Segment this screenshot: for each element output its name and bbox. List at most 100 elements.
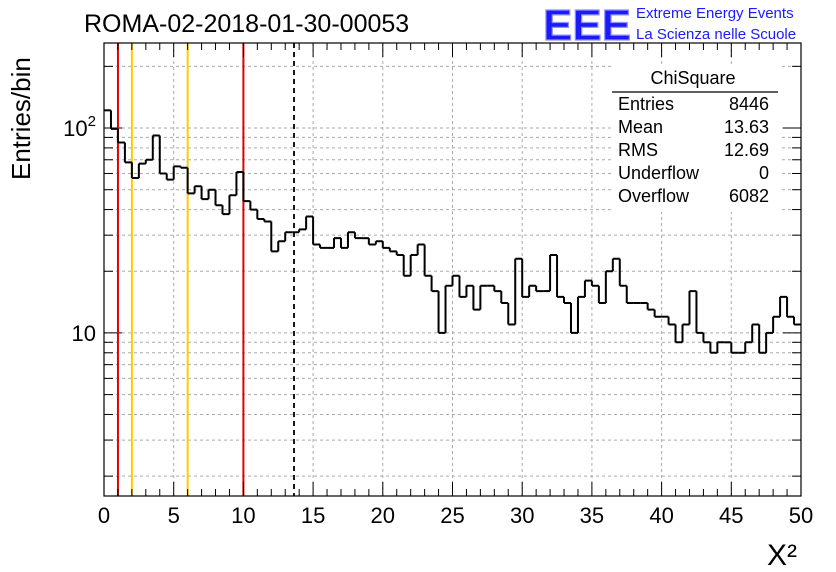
- histogram-bin: [786, 296, 795, 318]
- histogram-bin: [158, 135, 167, 175]
- x-tick-label: 0: [98, 503, 110, 528]
- stats-row-label: Entries: [618, 94, 674, 114]
- histogram-bin: [618, 258, 627, 287]
- y-gridlines: [104, 65, 801, 477]
- histogram-bin: [779, 295, 788, 317]
- histogram-bin: [528, 284, 537, 297]
- histogram-bin: [716, 341, 725, 353]
- x-tick-label: 30: [510, 503, 534, 528]
- histogram-bin: [179, 166, 188, 169]
- histogram-bin: [277, 240, 286, 252]
- x-tick-label: 45: [719, 503, 743, 528]
- histogram-bars: [104, 109, 801, 354]
- histogram-bin: [744, 341, 753, 353]
- histogram-bin: [319, 244, 328, 249]
- histogram-bin: [493, 285, 502, 293]
- histogram-bin: [611, 257, 620, 272]
- histogram-bin: [353, 232, 362, 240]
- threshold-markers: [116, 43, 295, 496]
- histogram-bin: [772, 315, 781, 333]
- histogram-bin: [228, 194, 237, 215]
- histogram-bin: [409, 254, 418, 276]
- histogram-bin: [374, 240, 383, 245]
- histogram-bin: [597, 285, 606, 304]
- histogram-bin: [444, 284, 453, 333]
- histogram-bin: [235, 171, 244, 196]
- histogram-bin: [646, 302, 655, 311]
- x-tick-label: 50: [789, 503, 813, 528]
- histogram-bin: [109, 110, 118, 130]
- histogram-bin: [172, 165, 181, 180]
- histogram-bin: [667, 316, 676, 326]
- x-tick-label: 10: [231, 503, 255, 528]
- histogram-bin: [430, 275, 439, 293]
- x-axis-ticks: 0 5 10 15 20 25 30 35 40 45 50: [98, 43, 813, 528]
- stats-box: ChiSquare Entries 8446 Mean 13.63 RMS 12.69 Un…: [612, 64, 782, 212]
- histogram-bin: [151, 134, 160, 160]
- eee-logo: EEE Extreme Energy Events La Scienza nel…: [542, 0, 796, 50]
- histogram-bin: [576, 295, 585, 333]
- stats-row-label: Mean: [618, 117, 663, 137]
- histogram-bin: [563, 296, 571, 304]
- stats-row-label: Overflow: [618, 186, 690, 206]
- histogram-bin: [339, 238, 348, 249]
- histogram-bin: [625, 285, 634, 304]
- stats-row-value: 6082: [729, 186, 769, 206]
- logo-eee-text: EEE: [543, 1, 631, 50]
- histogram-bin: [681, 323, 690, 343]
- histogram-bin: [312, 216, 321, 246]
- histogram-bin: [535, 285, 544, 293]
- stats-row-value: 13.63: [724, 117, 769, 137]
- x-tick-label: 20: [371, 503, 395, 528]
- x-tick-label: 5: [168, 503, 180, 528]
- histogram-bin: [137, 162, 146, 179]
- histogram-bin: [709, 342, 718, 354]
- x-tick-label: 40: [649, 503, 673, 528]
- histogram-bin: [653, 309, 662, 318]
- y-axis-ticks: 10 102: [63, 113, 96, 346]
- stats-row-value: 8446: [729, 94, 769, 114]
- histogram-bin: [451, 274, 460, 286]
- y-tick-label: 102: [63, 113, 96, 141]
- histogram-bin: [521, 258, 530, 298]
- histogram-bin: [437, 291, 446, 334]
- histogram-bin: [249, 201, 258, 211]
- histogram-bin: [270, 221, 279, 253]
- histogram-bin: [284, 231, 293, 242]
- histogram-bin: [346, 231, 355, 248]
- stats-row-value: 0: [759, 163, 769, 183]
- histogram-bin: [367, 238, 376, 246]
- histogram-bin: [423, 244, 432, 277]
- histogram-bin: [186, 167, 195, 195]
- histogram-bin: [193, 185, 202, 194]
- histogram-bin: [569, 302, 578, 334]
- histogram-bin: [730, 342, 739, 354]
- histogram-bin: [472, 285, 481, 311]
- stats-row-value: 12.69: [724, 140, 769, 160]
- histogram-bin: [751, 323, 760, 343]
- histogram-bin: [130, 162, 139, 180]
- histogram-bin: [263, 218, 272, 223]
- histogram-bin: [402, 255, 411, 277]
- histogram-bin: [758, 324, 767, 354]
- histogram-bin: [123, 142, 132, 164]
- histogram-bin: [549, 254, 558, 292]
- histogram-bin: [702, 332, 711, 344]
- histogram-bin: [583, 279, 592, 297]
- histogram-bin: [200, 186, 209, 201]
- histogram-bin: [333, 237, 341, 248]
- x-tick-label: 35: [580, 503, 604, 528]
- histogram-bin: [465, 284, 474, 297]
- histogram-bin: [556, 255, 565, 298]
- histogram-bin: [590, 280, 599, 287]
- stats-title: ChiSquare: [650, 68, 735, 88]
- y-minor-ticks: [104, 65, 801, 477]
- run-title: ROMA-02-2018-01-30-00053: [84, 10, 409, 38]
- histogram-bin: [688, 290, 697, 325]
- histogram-bin: [242, 172, 251, 203]
- logo-line1: Extreme Energy Events: [636, 5, 794, 22]
- x-axis-label: X²: [767, 539, 797, 572]
- logo-line2: La Scienza nelle Scuole: [636, 26, 796, 43]
- histogram-bin: [388, 247, 397, 253]
